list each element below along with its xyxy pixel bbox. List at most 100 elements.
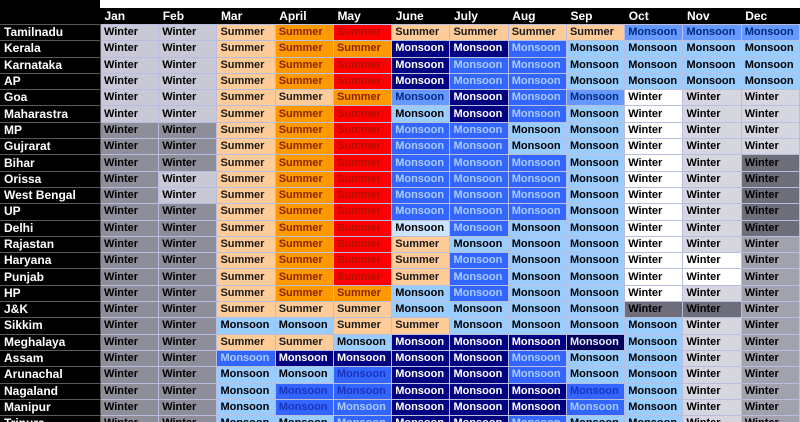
- season-cell[interactable]: Monsoon: [449, 170, 509, 188]
- season-cell[interactable]: Summer: [216, 235, 276, 254]
- season-cell[interactable]: Winter: [682, 138, 742, 156]
- season-cell[interactable]: Winter: [624, 235, 684, 254]
- season-cell[interactable]: Monsoon: [391, 349, 451, 368]
- season-cell[interactable]: Summer: [274, 284, 334, 303]
- season-cell[interactable]: Winter: [99, 56, 160, 74]
- season-cell[interactable]: Monsoon: [565, 382, 626, 400]
- season-cell[interactable]: Summer: [391, 235, 451, 254]
- season-cell[interactable]: Winter: [740, 252, 800, 270]
- season-cell[interactable]: Monsoon: [216, 382, 276, 400]
- season-cell[interactable]: Winter: [740, 138, 800, 156]
- season-cell[interactable]: Monsoon: [449, 284, 509, 303]
- season-cell[interactable]: Monsoon: [216, 415, 276, 422]
- season-cell[interactable]: Monsoon: [624, 398, 684, 417]
- month-header-mar[interactable]: Mar: [216, 0, 276, 25]
- season-cell[interactable]: Monsoon: [449, 349, 509, 368]
- season-cell[interactable]: Monsoon: [624, 40, 684, 58]
- season-cell[interactable]: Summer: [507, 23, 567, 42]
- season-cell[interactable]: Summer: [216, 23, 276, 42]
- season-cell[interactable]: Winter: [158, 366, 218, 384]
- season-cell[interactable]: Monsoon: [216, 317, 276, 335]
- season-cell[interactable]: Winter: [99, 138, 160, 156]
- season-cell[interactable]: Monsoon: [274, 382, 334, 400]
- season-cell[interactable]: Monsoon: [507, 268, 567, 286]
- season-cell[interactable]: Monsoon: [391, 89, 451, 107]
- season-cell[interactable]: Monsoon: [682, 56, 742, 74]
- season-cell[interactable]: Summer: [332, 203, 393, 221]
- season-cell[interactable]: Winter: [740, 154, 800, 172]
- season-cell[interactable]: Winter: [624, 301, 684, 319]
- season-cell[interactable]: Summer: [216, 40, 276, 58]
- season-cell[interactable]: Monsoon: [624, 56, 684, 74]
- season-cell[interactable]: Winter: [99, 301, 160, 319]
- season-cell[interactable]: Winter: [99, 89, 160, 107]
- season-cell[interactable]: Winter: [740, 268, 800, 286]
- season-cell[interactable]: Monsoon: [565, 268, 626, 286]
- season-cell[interactable]: Monsoon: [449, 203, 509, 221]
- season-cell[interactable]: Winter: [682, 398, 742, 417]
- season-cell[interactable]: Winter: [682, 170, 742, 188]
- season-cell[interactable]: Monsoon: [391, 105, 451, 123]
- season-cell[interactable]: Monsoon: [449, 40, 509, 58]
- season-cell[interactable]: Winter: [99, 415, 160, 422]
- season-cell[interactable]: Monsoon: [507, 89, 567, 107]
- season-cell[interactable]: Monsoon: [391, 72, 451, 91]
- season-cell[interactable]: Monsoon: [565, 56, 626, 74]
- season-cell[interactable]: Summer: [391, 252, 451, 270]
- season-cell[interactable]: Monsoon: [449, 105, 509, 123]
- season-cell[interactable]: Winter: [740, 382, 800, 400]
- season-cell[interactable]: Winter: [624, 138, 684, 156]
- season-cell[interactable]: Monsoon: [274, 366, 334, 384]
- season-cell[interactable]: Winter: [682, 105, 742, 123]
- season-cell[interactable]: Winter: [99, 186, 160, 205]
- season-cell[interactable]: Summer: [274, 105, 334, 123]
- season-cell[interactable]: Monsoon: [449, 138, 509, 156]
- month-header-sep[interactable]: Sep: [566, 0, 625, 25]
- season-cell[interactable]: Summer: [332, 105, 393, 123]
- season-cell[interactable]: Monsoon: [565, 138, 626, 156]
- season-cell[interactable]: Summer: [274, 333, 334, 351]
- season-cell[interactable]: Winter: [682, 121, 742, 140]
- season-cell[interactable]: Winter: [740, 121, 800, 140]
- season-cell[interactable]: Winter: [740, 349, 800, 368]
- season-cell[interactable]: Monsoon: [391, 186, 451, 205]
- season-cell[interactable]: Summer: [332, 284, 393, 303]
- season-cell[interactable]: Winter: [99, 235, 160, 254]
- season-cell[interactable]: Summer: [332, 56, 393, 74]
- season-cell[interactable]: Winter: [99, 121, 160, 140]
- season-cell[interactable]: Monsoon: [391, 284, 451, 303]
- season-cell[interactable]: Winter: [158, 154, 218, 172]
- season-cell[interactable]: Winter: [158, 40, 218, 58]
- season-cell[interactable]: Winter: [158, 284, 218, 303]
- season-cell[interactable]: Winter: [624, 105, 684, 123]
- season-cell[interactable]: Winter: [682, 89, 742, 107]
- row-label-assam[interactable]: Assam: [0, 349, 101, 368]
- season-cell[interactable]: Monsoon: [391, 415, 451, 422]
- row-label-karnataka[interactable]: Karnataka: [0, 56, 101, 74]
- season-cell[interactable]: Winter: [624, 268, 684, 286]
- season-cell[interactable]: Monsoon: [507, 219, 567, 237]
- season-cell[interactable]: Summer: [274, 301, 334, 319]
- season-cell[interactable]: Summer: [216, 72, 276, 91]
- season-cell[interactable]: Winter: [682, 349, 742, 368]
- season-cell[interactable]: Winter: [682, 366, 742, 384]
- season-cell[interactable]: Monsoon: [507, 317, 567, 335]
- season-cell[interactable]: Monsoon: [449, 301, 509, 319]
- season-cell[interactable]: Winter: [624, 186, 684, 205]
- season-cell[interactable]: Summer: [332, 317, 393, 335]
- season-cell[interactable]: Monsoon: [332, 349, 393, 368]
- season-cell[interactable]: Monsoon: [507, 398, 567, 417]
- season-cell[interactable]: Winter: [158, 219, 218, 237]
- season-cell[interactable]: Monsoon: [740, 23, 800, 42]
- season-cell[interactable]: Summer: [332, 186, 393, 205]
- season-cell[interactable]: Monsoon: [507, 301, 567, 319]
- season-cell[interactable]: Winter: [682, 333, 742, 351]
- season-cell[interactable]: Monsoon: [449, 235, 509, 254]
- season-cell[interactable]: Monsoon: [565, 366, 626, 384]
- season-cell[interactable]: Monsoon: [624, 23, 684, 42]
- month-header-aug[interactable]: Aug: [508, 0, 567, 25]
- season-cell[interactable]: Winter: [158, 415, 218, 422]
- season-cell[interactable]: Monsoon: [507, 56, 567, 74]
- season-cell[interactable]: Winter: [682, 382, 742, 400]
- row-label-arunachal[interactable]: Arunachal: [0, 366, 101, 384]
